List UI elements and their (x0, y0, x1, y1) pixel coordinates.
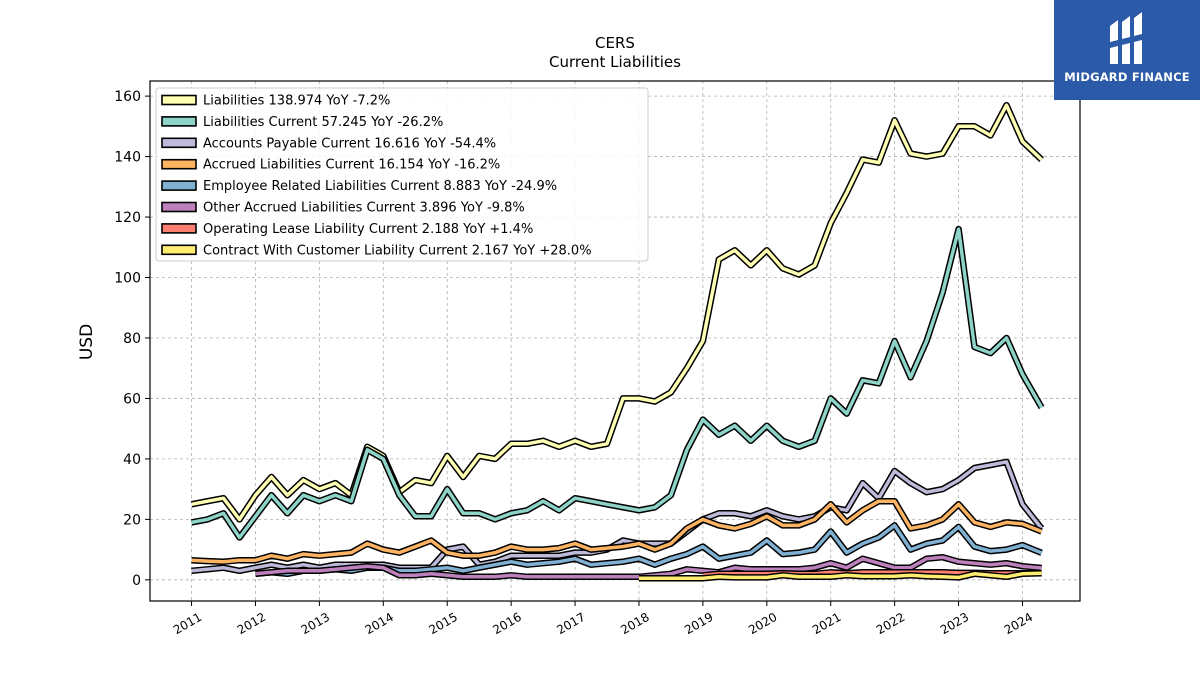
x-tick-label: 2015 (426, 610, 459, 637)
legend-swatch-4 (161, 180, 197, 191)
legend-swatch-6 (161, 223, 197, 234)
y-tick-label: 120 (114, 210, 141, 226)
x-axis-ticks: 2011 2012 2013 2014 2015 2016 2017 2018 2019 2020… (171, 601, 1035, 637)
x-tick-label: 2013 (299, 610, 332, 637)
x-tick-label: 2017 (554, 610, 587, 637)
legend-label-7: Contract With Customer Liability Current… (203, 243, 592, 258)
legend-label-5: Other Accrued Liabilities Current 3.896 … (203, 201, 525, 216)
y-tick-label: 20 (123, 512, 141, 528)
x-tick-label: 2011 (171, 610, 204, 637)
legend-label-3: Accrued Liabilities Current 16.154 YoY -… (203, 158, 500, 173)
y-tick-label: 60 (123, 391, 141, 407)
legend-label-2: Accounts Payable Current 16.616 YoY -54.… (203, 136, 496, 151)
y-axis-ticks: 0 20 40 60 80 100 120 140 160 (114, 89, 150, 589)
y-tick-label: 0 (132, 573, 141, 589)
brand-name: MIDGARD FINANCE (1064, 70, 1190, 84)
x-tick-label: 2024 (1002, 610, 1035, 637)
legend-swatch-5 (161, 201, 197, 213)
legend-label-6: Operating Lease Liability Current 2.188 … (203, 222, 533, 237)
x-tick-label: 2014 (363, 610, 396, 637)
y-tick-label: 160 (114, 89, 141, 105)
y-tick-label: 40 (123, 452, 141, 468)
x-tick-label: 2012 (235, 610, 268, 637)
chart-title: CERS (595, 34, 635, 52)
y-tick-label: 100 (114, 271, 141, 287)
y-axis-label: USD (77, 324, 97, 360)
legend-swatch-7 (161, 244, 197, 256)
x-tick-label: 2021 (810, 610, 843, 637)
legend-swatch-3 (161, 158, 197, 170)
series-line-7 (639, 571, 1042, 581)
legend-box (155, 87, 649, 262)
brand-logo: MIDGARD FINANCE (1054, 0, 1200, 100)
x-tick-label: 2018 (618, 610, 651, 637)
legend-label-0: Liabilities 138.974 YoY -7.2% (203, 94, 390, 109)
x-tick-label: 2023 (938, 610, 971, 637)
legend-label-4: Employee Related Liabilities Current 8.8… (203, 179, 557, 194)
y-tick-label: 140 (114, 150, 141, 166)
legend-swatch-2 (161, 137, 197, 149)
x-tick-label: 2020 (746, 610, 779, 637)
series-line-0 (191, 103, 1043, 522)
x-tick-label: 2022 (874, 610, 907, 637)
plot-frame (149, 80, 1081, 602)
series-line-1 (191, 227, 1044, 540)
legend-swatch-1 (161, 116, 197, 127)
series-lines (190, 101, 1045, 582)
brand-mark-icon (1110, 12, 1142, 64)
series-line-3 (191, 499, 1043, 564)
chart-subtitle: Current Liabilities (549, 53, 681, 71)
x-tick-label: 2016 (490, 610, 523, 637)
legend: Liabilities 138.974 YoY -7.2% Liabilities… (155, 87, 649, 262)
legend-label-1: Liabilities Current 57.245 YoY -26.2% (203, 115, 443, 130)
legend-swatch-0 (161, 94, 197, 106)
y-tick-label: 80 (123, 331, 141, 347)
x-tick-label: 2019 (682, 610, 715, 637)
